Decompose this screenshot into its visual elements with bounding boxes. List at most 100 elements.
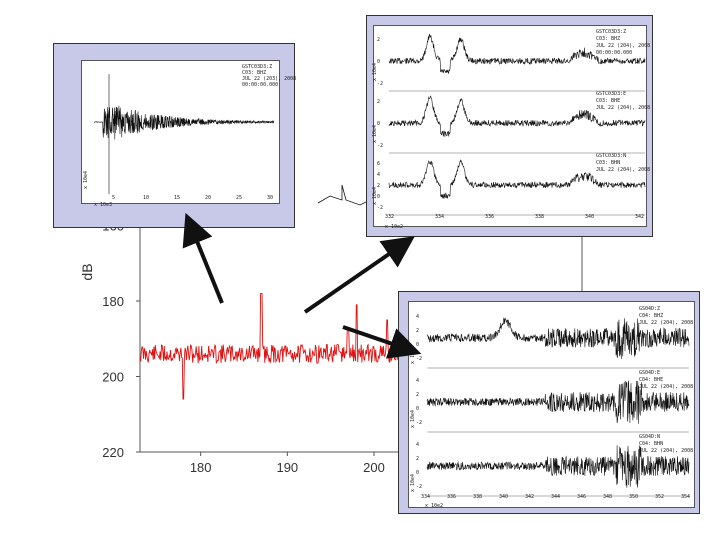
inset-bottom-right-x-tick: 350 xyxy=(629,494,638,500)
inset-bottom-right-y-tick: 4 xyxy=(416,314,419,320)
y-tick-label: 220 xyxy=(102,445,124,460)
inset-bottom-right-y-tick: 2 xyxy=(416,456,419,462)
inset-top-left-xlabel: x 10e3 xyxy=(94,202,112,208)
inset-top-right-ylabel: x 10e4 xyxy=(372,63,378,81)
inset-bottom-right-header: C04: BHE xyxy=(639,377,663,383)
inset-top-left-x-tick: 15 xyxy=(174,195,180,201)
inset-bottom-right-header: C04: BHZ xyxy=(639,313,663,319)
inset-top-right-y-tick: 0 xyxy=(377,194,380,200)
background-trace-segment xyxy=(317,184,371,206)
inset-top-right-header: JUL 22 (204), 2008 xyxy=(596,43,650,49)
inset-top-right-ylabel: x 10e4 xyxy=(372,187,378,205)
inset-top-right-ylabel: x 10e4 xyxy=(372,125,378,143)
inset-top-right-x-tick: 338 xyxy=(535,214,544,220)
inset-top-right: GSTC03D3:Z C03: BHZ JUL 22 (204), 2008 00:0… xyxy=(366,15,653,237)
inset-bottom-right-y-tick: 0 xyxy=(416,406,419,412)
inset-top-right-y-tick: 2 xyxy=(377,183,380,189)
inset-top-right-y-tick: -2 xyxy=(377,143,383,149)
inset-top-left-x-tick: 10 xyxy=(143,195,149,201)
inset-top-right-y-tick: -2 xyxy=(377,205,383,211)
x-tick-label: 190 xyxy=(276,460,298,475)
y-tick-label: 180 xyxy=(102,294,124,309)
inset-bottom-right-ylabel: x 10e4 xyxy=(410,346,416,364)
inset-top-right-trace xyxy=(388,95,646,137)
inset-bottom-right-header: JUL 22 (204), 2008 xyxy=(639,448,693,454)
inset-top-right-x-tick: 334 xyxy=(435,214,444,220)
inset-top-right-y-tick: 2 xyxy=(377,37,380,43)
inset-bottom-right-x-tick: 346 xyxy=(577,494,586,500)
inset-bottom-right-y-tick: 0 xyxy=(416,470,419,476)
inset-top-right-y-tick: 4 xyxy=(377,172,380,178)
inset-top-right-header: JUL 22 (204), 2008 xyxy=(596,167,650,173)
inset-top-right-header: 00:00:00.000 xyxy=(596,50,632,56)
inset-bottom-right-header: GS04D:N xyxy=(639,434,660,440)
inset-bottom-right-header: GS04D:Z xyxy=(639,306,660,312)
inset-top-right-trace xyxy=(388,159,646,199)
inset-bottom-right-header: GS04D:E xyxy=(639,370,660,376)
inset-top-right-header: GSTC03D3:E xyxy=(596,91,626,97)
inset-top-right-y-tick: 0 xyxy=(377,121,380,127)
inset-top-left-header: 00:00:00.000 xyxy=(242,82,278,88)
inset-bottom-right-trace xyxy=(426,445,690,488)
inset-bottom-right-trace xyxy=(426,317,690,360)
inset-bottom-right-x-tick: 342 xyxy=(525,494,534,500)
inset-top-right-x-tick: 336 xyxy=(485,214,494,220)
inset-bottom-right-y-tick: -2 xyxy=(416,484,422,490)
inset-top-left-ylabel: x 10e4 xyxy=(83,171,89,189)
inset-top-right-header: GSTC03D3:N xyxy=(596,153,626,159)
inset-bottom-right-x-tick: 352 xyxy=(655,494,664,500)
inset-top-right-x-tick: 332 xyxy=(385,214,394,220)
inset-top-left: GSTC03D3:Z C03: BHZ JUL 22 (203), 2008 00:0… xyxy=(53,43,296,228)
inset-top-right-y-tick: 6 xyxy=(377,161,380,167)
inset-bottom-right-ylabel: x 10e4 xyxy=(410,474,416,492)
inset-bottom-right-header: JUL 22 (204), 2008 xyxy=(639,384,693,390)
inset-bottom-right-x-tick: 336 xyxy=(447,494,456,500)
inset-top-left-trace xyxy=(93,105,275,140)
inset-top-right-header: C03: BHE xyxy=(596,98,620,104)
inset-top-right-y-tick: 2 xyxy=(377,99,380,105)
inset-top-right-header: GSTC03D3:Z xyxy=(596,29,626,35)
inset-bottom-right-y-tick: 4 xyxy=(416,378,419,384)
inset-top-left-x-tick: 5 xyxy=(112,195,115,201)
inset-bottom-right-y-tick: -2 xyxy=(416,420,422,426)
inset-bottom-right-y-tick: -2 xyxy=(416,356,422,362)
inset-bottom-right-y-tick: 2 xyxy=(416,328,419,334)
inset-top-right-trace xyxy=(388,33,646,75)
inset-bottom-right-y-tick: 2 xyxy=(416,392,419,398)
inset-bottom-right-header: JUL 22 (204), 2008 xyxy=(639,320,693,326)
inset-top-left-plot xyxy=(81,60,280,204)
inset-top-right-x-tick: 340 xyxy=(585,214,594,220)
x-tick-label: 180 xyxy=(190,460,212,475)
inset-bottom-right-y-tick: 4 xyxy=(416,442,419,448)
inset-bottom-right-y-tick: 0 xyxy=(416,342,419,348)
inset-bottom-right-x-tick: 334 xyxy=(421,494,430,500)
inset-top-right-y-tick: 0 xyxy=(377,59,380,65)
y-tick-label: 200 xyxy=(102,370,124,385)
inset-bottom-right-x-tick: 348 xyxy=(603,494,612,500)
inset-bottom-right-x-tick: 354 xyxy=(681,494,690,500)
inset-top-left-header: GSTC03D3:Z xyxy=(242,64,272,70)
inset-bottom-right-xlabel: x 10e2 xyxy=(425,503,443,509)
inset-top-left-x-tick: 20 xyxy=(205,195,211,201)
inset-top-right-x-tick: 342 xyxy=(635,214,644,220)
inset-bottom-right-x-tick: 340 xyxy=(499,494,508,500)
inset-bottom-right: GS04D:Z C04: BHZ JUL 22 (204), 2008 4 2 0 -2 x … xyxy=(398,291,700,514)
inset-bottom-right-ylabel: x 10e4 xyxy=(410,410,416,428)
inset-top-left-x-tick: 30 xyxy=(267,195,273,201)
inset-bottom-right-x-tick: 344 xyxy=(551,494,560,500)
inset-bottom-right-x-tick: 338 xyxy=(473,494,482,500)
inset-top-right-header: C03: BHZ xyxy=(596,36,620,42)
inset-top-right-xlabel: x 10e2 xyxy=(385,224,403,230)
inset-top-left-header: JUL 22 (203), 2008 xyxy=(242,76,296,82)
y-axis-label: dB xyxy=(79,263,95,280)
inset-top-left-header: C03: BHZ xyxy=(242,70,266,76)
inset-top-right-y-tick: -2 xyxy=(377,81,383,87)
inset-top-right-header: JUL 22 (204), 2008 xyxy=(596,105,650,111)
x-tick-label: 200 xyxy=(363,460,385,475)
inset-top-right-header: C03: BHN xyxy=(596,160,620,166)
inset-top-left-x-tick: 25 xyxy=(236,195,242,201)
